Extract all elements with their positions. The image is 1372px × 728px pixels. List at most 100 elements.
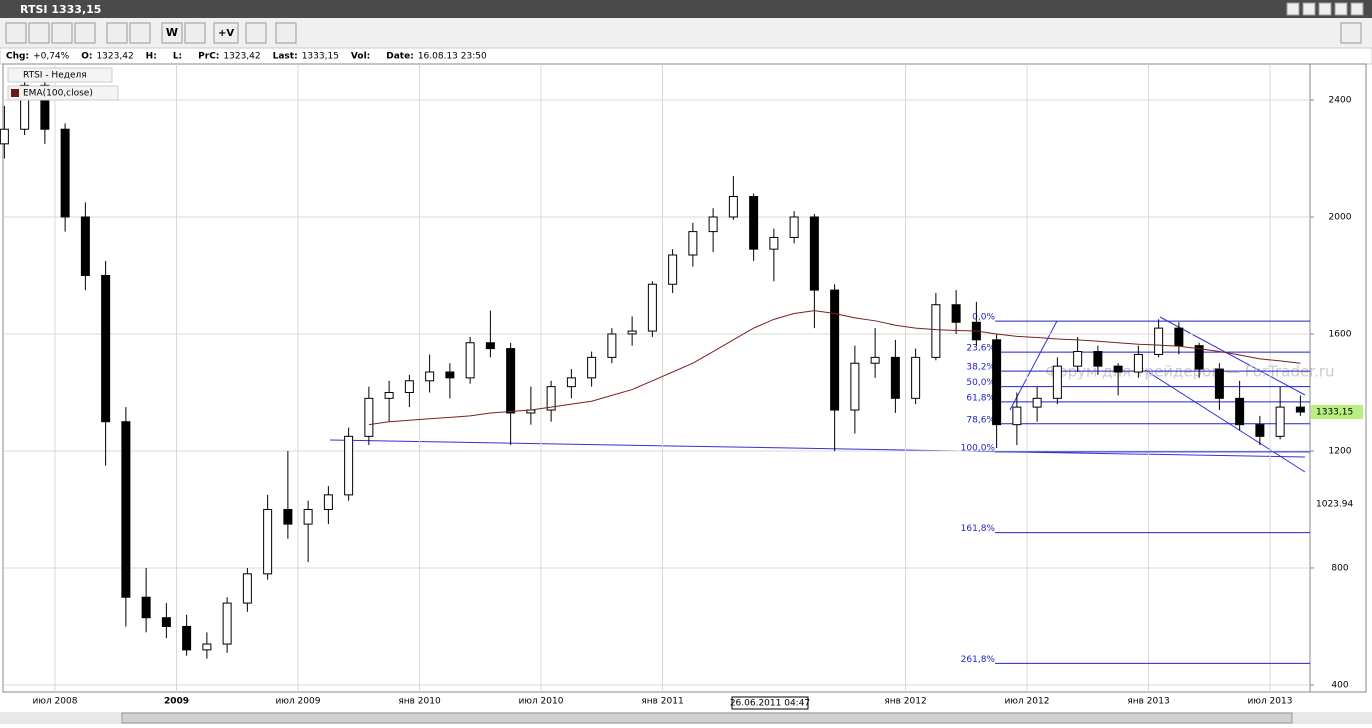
- info-value: 1323,42: [223, 52, 260, 62]
- candle-body: [769, 236, 779, 250]
- candle-body: [890, 356, 900, 399]
- candle-body: [587, 356, 597, 379]
- info-label: O:: [81, 52, 92, 62]
- x-tick-label: янв 2011: [641, 697, 683, 707]
- toolbar-button[interactable]: W: [166, 26, 178, 39]
- candle-body: [506, 348, 516, 414]
- candle-body: [485, 342, 495, 350]
- candle-body: [465, 342, 475, 379]
- info-value: 1333,15: [302, 52, 339, 62]
- candle-body: [627, 330, 637, 335]
- toolbar: [0, 18, 1372, 48]
- candle-body: [708, 216, 718, 233]
- info-label: Chg:: [6, 52, 29, 62]
- candle-body: [1255, 424, 1265, 437]
- y-tick-label: 2000: [1329, 212, 1352, 222]
- y-tick-label: 1600: [1329, 329, 1352, 339]
- candle-body: [323, 494, 333, 510]
- fib-label: 78,6%: [966, 415, 995, 425]
- x-tick-label: июл 2012: [1005, 697, 1050, 707]
- candle-body: [161, 617, 171, 627]
- candle-body: [1032, 397, 1042, 408]
- candle-body: [425, 371, 435, 382]
- candle-body: [1174, 327, 1184, 347]
- y-tick-label: 400: [1331, 680, 1348, 690]
- candle-body: [1113, 365, 1123, 373]
- fib-label: 38,2%: [966, 363, 995, 373]
- x-tick-label: янв 2013: [1127, 697, 1169, 707]
- legend-swatch: [11, 89, 19, 97]
- candle-body: [809, 216, 819, 291]
- fib-label: 100,0%: [961, 443, 996, 453]
- trend-line: [329, 439, 1306, 458]
- candle-body: [364, 397, 374, 437]
- candle-body: [931, 304, 941, 358]
- x-tick-label: июл 2009: [276, 697, 321, 707]
- toolbar-icons[interactable]: [5, 22, 1362, 44]
- info-label: Vol:: [351, 52, 370, 62]
- candle-body: [1133, 353, 1143, 373]
- candle-body: [445, 371, 455, 379]
- x-tick-label: июл 2008: [33, 697, 78, 707]
- candle-body: [242, 573, 252, 604]
- title-bar: [0, 0, 1372, 18]
- x-tick-label: янв 2010: [398, 697, 441, 707]
- candle-body: [688, 231, 698, 256]
- last-price-box: [1311, 405, 1363, 420]
- x-tick-label: июл 2013: [1248, 697, 1293, 707]
- legend-box[interactable]: [7, 85, 119, 101]
- candle-body: [60, 128, 70, 218]
- fib-label: 261,8%: [961, 655, 996, 665]
- x-tick-label: июл 2010: [519, 697, 564, 707]
- candle-body: [1194, 345, 1204, 370]
- candle-body: [789, 216, 799, 238]
- candle-body: [1012, 406, 1022, 426]
- candle-body: [283, 508, 293, 525]
- candle-body: [182, 625, 192, 651]
- fib-label: 61,8%: [966, 393, 995, 403]
- last-price: 1333,15: [1316, 408, 1353, 418]
- candle-body: [404, 380, 414, 393]
- window-controls[interactable]: [1286, 2, 1364, 16]
- crosshair-price: 1023.94: [1316, 500, 1353, 510]
- candle-body: [40, 84, 50, 130]
- info-label: H:: [146, 52, 157, 62]
- candle-body: [0, 128, 9, 145]
- legend-entry: RTSI - Неделя: [23, 71, 87, 81]
- candle-body: [80, 216, 90, 276]
- legend-box[interactable]: [7, 67, 113, 83]
- crosshair-date: 26.06.2011 04:47: [730, 699, 810, 709]
- ema-line: [368, 310, 1301, 426]
- candle-body: [992, 339, 1002, 426]
- toolbar-button[interactable]: +V: [218, 28, 234, 39]
- candle-body: [1154, 327, 1164, 355]
- window-title: RTSI 1333,15: [20, 3, 101, 16]
- candle-body: [263, 508, 273, 575]
- legend-entry: EMA(100,close): [23, 89, 93, 99]
- x-tick-label: 2009: [164, 697, 189, 707]
- candle-body: [1235, 397, 1245, 426]
- candle-body: [1214, 368, 1224, 399]
- candle-body: [202, 643, 212, 651]
- candle-body: [1073, 351, 1083, 367]
- candle-body: [728, 196, 738, 218]
- info-label: Date:: [386, 52, 414, 62]
- info-value: 1323,42: [96, 52, 133, 62]
- candle-body: [647, 283, 657, 332]
- scroll-thumb[interactable]: [121, 712, 1293, 724]
- candle-body: [384, 391, 394, 399]
- candle-body: [668, 254, 678, 285]
- candle-body: [830, 289, 840, 411]
- y-tick-label: 2400: [1329, 95, 1352, 105]
- candle-body: [607, 333, 617, 358]
- candle-body: [749, 196, 759, 250]
- candle-body: [303, 508, 313, 525]
- fib-label: 0,0%: [972, 313, 995, 323]
- fib-label: 161,8%: [961, 524, 996, 534]
- candle-body: [222, 602, 232, 645]
- candle-body: [20, 84, 30, 130]
- candle-body: [121, 421, 131, 598]
- candle-body: [850, 362, 860, 411]
